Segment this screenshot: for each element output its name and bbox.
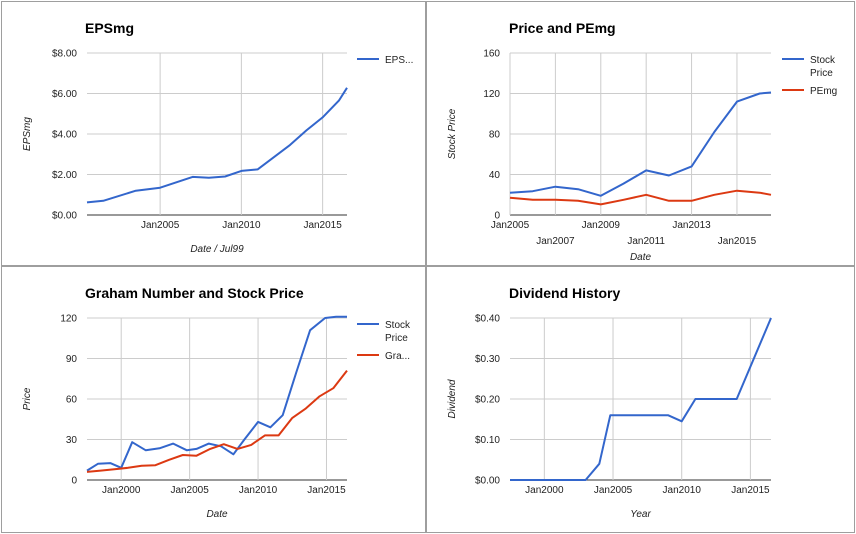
graham-chart-panel: Graham Number and Stock Price 0 30 60 90 120 J…	[1, 266, 426, 533]
price-pe-x-tick-label: Jan2005	[491, 220, 530, 231]
dividend-chart-title: Dividend History	[509, 285, 620, 301]
graham-y-axis-label: Price	[22, 387, 33, 410]
eps-legend-label: EPS...	[385, 55, 413, 66]
price-pe-chart-panel: Price and PEmg 0 40 80 120 160 Jan2005 Jan2007 J…	[426, 1, 855, 266]
price-pe-y-tick-label: 120	[483, 89, 500, 100]
graham-x-axis-label: Date	[206, 509, 228, 520]
dividend-y-tick-label: $0.40	[475, 314, 500, 325]
price-pe-chart-title: Price and PEmg	[509, 20, 616, 36]
graham-legend-label: Stock Price	[385, 320, 411, 344]
price-pe-y-tick-label: 40	[489, 170, 501, 181]
price-pe-y-axis-label: Stock Price	[447, 108, 458, 159]
graham-x-tick-label: Jan2005	[170, 485, 209, 496]
graham-y-tick-label: 90	[66, 354, 78, 365]
graham-chart-svg: Graham Number and Stock Price 0 30 60 90 120 J…	[22, 285, 411, 520]
price-pe-x-tick-label: Jan2015	[718, 236, 757, 247]
eps-chart-title: EPSmg	[85, 20, 134, 36]
eps-x-tick-label: Jan2005	[141, 220, 180, 231]
graham-y-tick-label: 0	[71, 476, 77, 487]
graham-chart-title: Graham Number and Stock Price	[85, 285, 304, 301]
dividend-x-tick-label: Jan2005	[594, 485, 633, 496]
graham-series-line-1	[86, 369, 348, 473]
eps-y-tick-label: $6.00	[52, 89, 77, 100]
dividend-series-line-0	[510, 317, 772, 481]
dividend-y-axis-label: Dividend	[447, 379, 458, 418]
dividend-y-tick-label: $0.20	[475, 395, 500, 406]
dividend-y-tick-label: $0.00	[475, 476, 500, 487]
price-pe-series-line-1	[509, 189, 772, 206]
eps-chart-panel: EPSmg $0.00 $2.00 $4.00 $6.00 $8.00 Jan2005 Jan…	[1, 1, 426, 266]
price-pe-x-tick-label: Jan2013	[672, 220, 711, 231]
price-pe-x-tick-label: Jan2011	[627, 236, 665, 247]
price-pe-legend-label: Stock Price	[810, 55, 836, 79]
eps-x-tick-label: Jan2015	[303, 220, 342, 231]
eps-chart-svg: EPSmg $0.00 $2.00 $4.00 $6.00 $8.00 Jan2005 Jan…	[22, 20, 413, 255]
dividend-x-axis-label: Year	[630, 509, 651, 520]
price-pe-x-axis-label: Date	[630, 252, 652, 263]
price-pe-legend-label: PEmg	[810, 86, 837, 97]
graham-x-tick-label: Jan2015	[307, 485, 346, 496]
eps-x-axis-label: Date / Jul99	[190, 244, 244, 255]
eps-y-tick-label: $0.00	[52, 211, 77, 222]
dividend-x-tick-label: Jan2010	[663, 485, 702, 496]
eps-series-line-0	[86, 87, 348, 204]
graham-y-tick-label: 120	[60, 314, 77, 325]
graham-legend-label: Gra...	[385, 351, 410, 362]
price-pe-chart-svg: Price and PEmg 0 40 80 120 160 Jan2005 Jan2007 J…	[447, 20, 837, 263]
price-pe-y-tick-label: 80	[489, 130, 501, 141]
graham-x-tick-label: Jan2010	[239, 485, 278, 496]
dividend-x-tick-label: Jan2015	[731, 485, 770, 496]
eps-y-axis-label: EPSmg	[22, 117, 33, 151]
eps-y-tick-label: $2.00	[52, 170, 77, 181]
graham-series-line-0	[86, 315, 347, 472]
eps-y-tick-label: $8.00	[52, 49, 77, 60]
price-pe-y-tick-label: 160	[483, 49, 500, 60]
price-pe-y-tick-label: 0	[494, 211, 500, 222]
dividend-x-tick-label: Jan2000	[525, 485, 564, 496]
dividend-y-tick-label: $0.30	[475, 354, 500, 365]
dividend-chart-panel: Dividend History $0.00 $0.10 $0.20 $0.30 $0.4…	[426, 266, 855, 533]
price-pe-series-line-0	[509, 91, 772, 197]
price-pe-x-tick-label: Jan2009	[582, 220, 621, 231]
graham-x-tick-label: Jan2000	[102, 485, 141, 496]
eps-x-tick-label: Jan2010	[222, 220, 261, 231]
graham-y-tick-label: 60	[66, 395, 78, 406]
dividend-y-tick-label: $0.10	[475, 435, 500, 446]
graham-y-tick-label: 30	[66, 435, 78, 446]
eps-y-tick-label: $4.00	[52, 130, 77, 141]
price-pe-x-tick-label: Jan2007	[536, 236, 575, 247]
dividend-chart-svg: Dividend History $0.00 $0.10 $0.20 $0.30 $0.4…	[447, 285, 772, 520]
